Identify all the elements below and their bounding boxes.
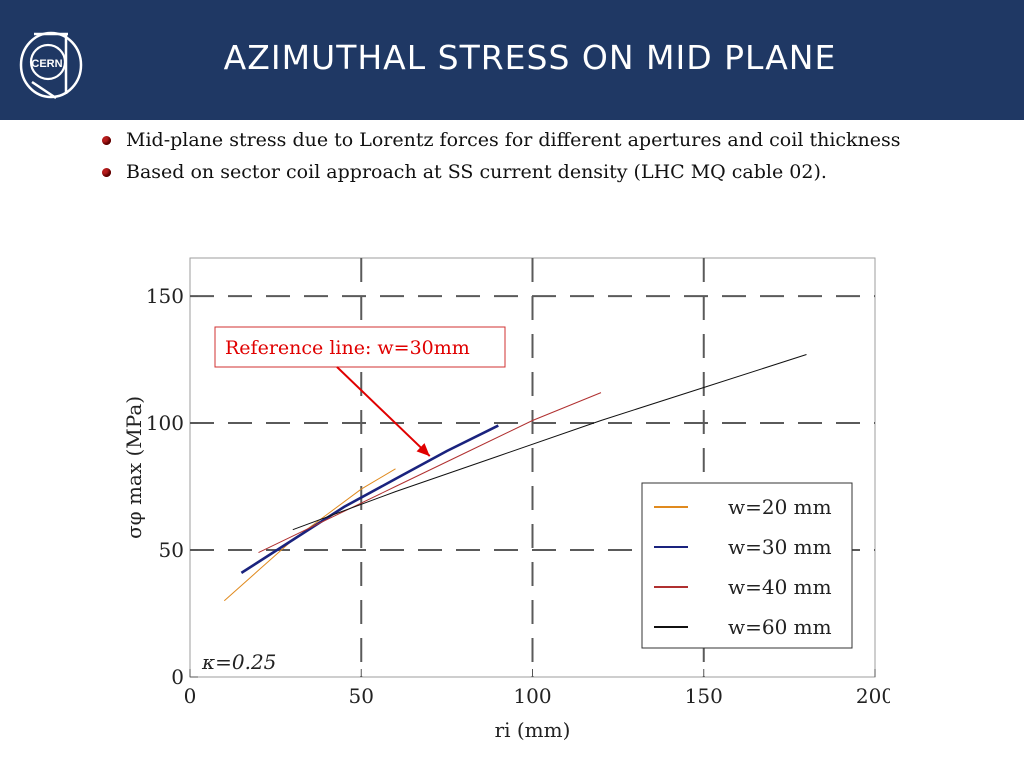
x-tick-label: 0 <box>184 684 197 708</box>
series-line <box>240 424 499 574</box>
cern-logo: CERN <box>19 31 83 100</box>
legend-label: w=40 mm <box>728 575 832 599</box>
annotation-text: Reference line: w=30mm <box>225 337 470 359</box>
title-bar: CERN Azimuthal stress on mid plane <box>0 0 1024 120</box>
x-axis-label: ri (mm) <box>495 718 571 742</box>
bullet-list: Mid-plane stress due to Lorentz forces f… <box>100 127 1000 191</box>
annotation-box <box>214 326 506 368</box>
bullet-item: Based on sector coil approach at SS curr… <box>100 159 1000 185</box>
bullet-icon <box>102 136 111 145</box>
annotation-arrow <box>336 366 431 457</box>
stress-chart: 0 50 100 150 0 50 100 150 200 ri (mm) σφ max (MPa)… <box>122 257 890 742</box>
series-line <box>292 354 807 531</box>
y-tick-label: 0 <box>171 665 184 689</box>
page-title: Azimuthal stress on mid plane <box>223 38 837 77</box>
legend-label: w=30 mm <box>728 535 832 559</box>
kappa-label: κ=0.25 <box>201 650 276 674</box>
y-tick-label: 50 <box>159 538 184 562</box>
x-tick-label: 200 <box>856 684 890 708</box>
x-tick-label: 150 <box>685 684 723 708</box>
y-axis-label: σφ max (MPa) <box>122 396 146 539</box>
bullet-text: Mid-plane stress due to Lorentz forces f… <box>126 129 901 151</box>
series-line <box>258 392 602 554</box>
y-tick-label: 150 <box>146 284 184 308</box>
legend-box <box>641 482 853 649</box>
legend-label: w=20 mm <box>728 495 832 519</box>
annotation-arrowhead <box>416 443 430 457</box>
logo-text: CERN <box>31 58 62 70</box>
bullet-icon <box>102 168 111 177</box>
legend-label: w=60 mm <box>728 615 832 639</box>
bullet-text: Based on sector coil approach at SS curr… <box>126 161 827 183</box>
x-tick-label: 50 <box>349 684 374 708</box>
y-tick-label: 100 <box>146 411 184 435</box>
bullet-item: Mid-plane stress due to Lorentz forces f… <box>100 127 1000 153</box>
series-line <box>223 468 396 602</box>
x-tick-label: 100 <box>513 684 551 708</box>
